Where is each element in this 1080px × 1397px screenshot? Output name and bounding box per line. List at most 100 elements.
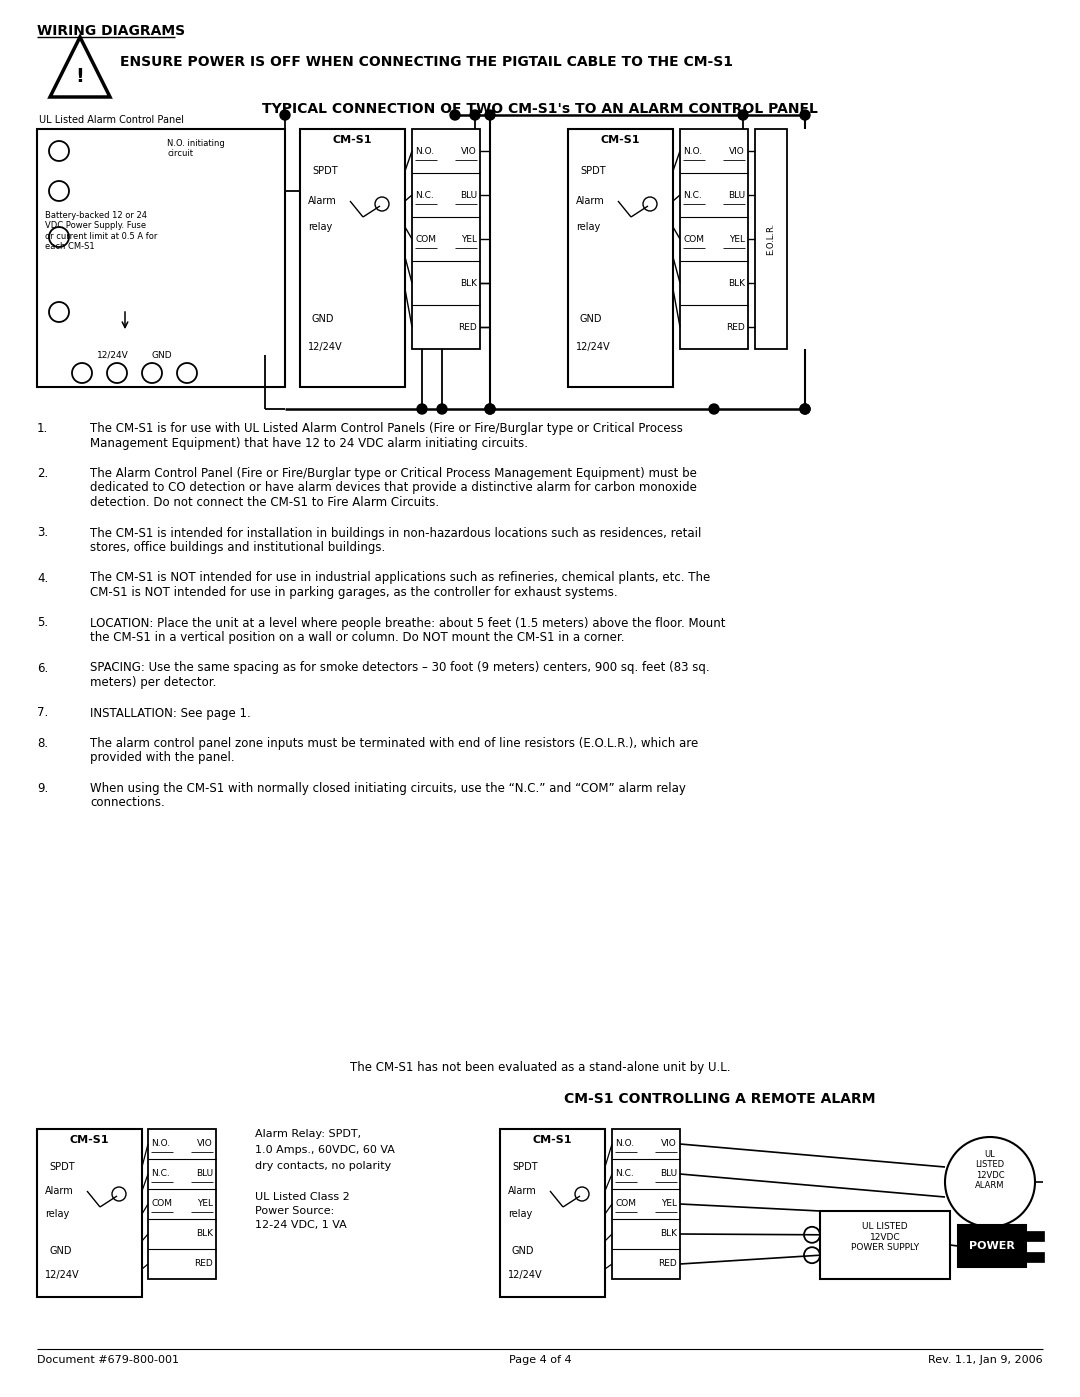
Text: 2.: 2. (37, 467, 49, 481)
Text: Alarm: Alarm (508, 1186, 537, 1196)
Text: SPDT: SPDT (312, 166, 338, 176)
Text: POWER: POWER (969, 1241, 1015, 1250)
Text: N.C.: N.C. (615, 1169, 634, 1179)
Text: YEL: YEL (461, 235, 477, 243)
Text: 1.: 1. (37, 422, 49, 434)
Text: provided with the panel.: provided with the panel. (90, 752, 234, 764)
Bar (500, 1129, 605, 1296)
Text: 12/24V: 12/24V (45, 1270, 80, 1280)
Text: RED: RED (194, 1260, 213, 1268)
Text: Page 4 of 4: Page 4 of 4 (509, 1355, 571, 1365)
Text: UL
LISTED
12VDC
ALARM: UL LISTED 12VDC ALARM (975, 1150, 1004, 1190)
Text: WIRING DIAGRAMS: WIRING DIAGRAMS (37, 24, 185, 38)
Text: VIO: VIO (461, 147, 477, 155)
Text: relay: relay (576, 222, 600, 232)
Text: 4.: 4. (37, 571, 49, 584)
Text: GND: GND (512, 1246, 535, 1256)
Text: N.C.: N.C. (683, 190, 702, 200)
Text: RED: RED (726, 323, 745, 331)
Text: N.O.: N.O. (683, 147, 702, 155)
Text: Document #679-800-001: Document #679-800-001 (37, 1355, 179, 1365)
Circle shape (738, 110, 748, 120)
Bar (612, 1129, 680, 1280)
Circle shape (800, 110, 810, 120)
Text: relay: relay (308, 222, 333, 232)
Text: UL Listed Alarm Control Panel: UL Listed Alarm Control Panel (39, 115, 184, 124)
Text: SPACING: Use the same spacing as for smoke detectors – 30 foot (9 meters) center: SPACING: Use the same spacing as for smo… (90, 662, 710, 675)
Text: Alarm: Alarm (308, 196, 337, 205)
Bar (37, 129, 285, 387)
Text: Alarm: Alarm (45, 1186, 73, 1196)
Text: BLU: BLU (195, 1169, 213, 1179)
Text: CM-S1: CM-S1 (333, 136, 372, 145)
Text: 3.: 3. (37, 527, 49, 539)
Circle shape (280, 110, 291, 120)
Text: Alarm Relay: SPDT,: Alarm Relay: SPDT, (255, 1129, 361, 1139)
Text: relay: relay (508, 1208, 532, 1220)
Bar (1026, 1252, 1044, 1261)
Text: RED: RED (658, 1260, 677, 1268)
Text: 12/24V: 12/24V (576, 342, 610, 352)
Bar (300, 129, 405, 387)
Text: E.O.L.R.: E.O.L.R. (767, 224, 775, 256)
Text: CM-S1 CONTROLLING A REMOTE ALARM: CM-S1 CONTROLLING A REMOTE ALARM (564, 1092, 876, 1106)
Text: The alarm control panel zone inputs must be terminated with end of line resistor: The alarm control panel zone inputs must… (90, 738, 699, 750)
Text: N.C.: N.C. (151, 1169, 170, 1179)
Text: BLK: BLK (195, 1229, 213, 1239)
Text: BLK: BLK (660, 1229, 677, 1239)
Text: BLK: BLK (460, 278, 477, 288)
Bar (755, 129, 787, 349)
Text: CM-S1 is NOT intended for use in parking garages, as the controller for exhaust : CM-S1 is NOT intended for use in parking… (90, 585, 618, 599)
Text: CM-S1: CM-S1 (532, 1134, 571, 1146)
Text: COM: COM (683, 235, 704, 243)
Text: 12/24V: 12/24V (508, 1270, 542, 1280)
Circle shape (450, 110, 460, 120)
Text: N.O.: N.O. (615, 1140, 634, 1148)
Text: 12-24 VDC, 1 VA: 12-24 VDC, 1 VA (255, 1220, 347, 1229)
Text: GND: GND (152, 351, 173, 359)
Circle shape (485, 110, 495, 120)
Text: relay: relay (45, 1208, 69, 1220)
Text: The CM-S1 is for use with UL Listed Alarm Control Panels (Fire or Fire/Burglar t: The CM-S1 is for use with UL Listed Alar… (90, 422, 683, 434)
Text: RED: RED (458, 323, 477, 331)
Text: YEL: YEL (729, 235, 745, 243)
Text: stores, office buildings and institutional buildings.: stores, office buildings and institution… (90, 541, 386, 555)
Text: N.O.: N.O. (151, 1140, 171, 1148)
Text: dry contacts, no polarity: dry contacts, no polarity (255, 1161, 391, 1171)
Text: GND: GND (580, 314, 603, 324)
Text: SPDT: SPDT (49, 1162, 75, 1172)
Text: 6.: 6. (37, 662, 49, 675)
Text: GND: GND (312, 314, 335, 324)
Text: 9.: 9. (37, 782, 49, 795)
Text: 5.: 5. (37, 616, 49, 630)
Text: N.O. initiating
circuit: N.O. initiating circuit (167, 138, 225, 158)
Text: detection. Do not connect the CM-S1 to Fire Alarm Circuits.: detection. Do not connect the CM-S1 to F… (90, 496, 440, 509)
Text: The CM-S1 is NOT intended for use in industrial applications such as refineries,: The CM-S1 is NOT intended for use in ind… (90, 571, 711, 584)
Bar (1026, 1231, 1044, 1241)
Circle shape (417, 404, 427, 414)
Circle shape (800, 404, 810, 414)
Text: BLU: BLU (660, 1169, 677, 1179)
Text: COM: COM (151, 1200, 172, 1208)
Text: The CM-S1 has not been evaluated as a stand-alone unit by U.L.: The CM-S1 has not been evaluated as a st… (350, 1060, 730, 1073)
Text: The CM-S1 is intended for installation in buildings in non-hazardous locations s: The CM-S1 is intended for installation i… (90, 527, 701, 539)
Text: 12/24V: 12/24V (97, 351, 129, 359)
Circle shape (485, 404, 495, 414)
Text: INSTALLATION: See page 1.: INSTALLATION: See page 1. (90, 707, 251, 719)
Bar (820, 1211, 950, 1280)
Text: 12/24V: 12/24V (308, 342, 342, 352)
Bar (37, 1129, 141, 1296)
Text: BLU: BLU (728, 190, 745, 200)
Text: Power Source:: Power Source: (255, 1206, 334, 1215)
Text: UL LISTED
12VDC
POWER SUPPLY: UL LISTED 12VDC POWER SUPPLY (851, 1222, 919, 1252)
Text: The Alarm Control Panel (Fire or Fire/Burglar type or Critical Process Managemen: The Alarm Control Panel (Fire or Fire/Bu… (90, 467, 697, 481)
Text: COM: COM (615, 1200, 636, 1208)
Text: SPDT: SPDT (512, 1162, 538, 1172)
Bar (568, 129, 673, 387)
Text: 8.: 8. (37, 738, 49, 750)
Text: VIO: VIO (729, 147, 745, 155)
Bar (958, 1225, 1026, 1267)
Circle shape (485, 404, 495, 414)
Circle shape (437, 404, 447, 414)
Text: BLU: BLU (460, 190, 477, 200)
